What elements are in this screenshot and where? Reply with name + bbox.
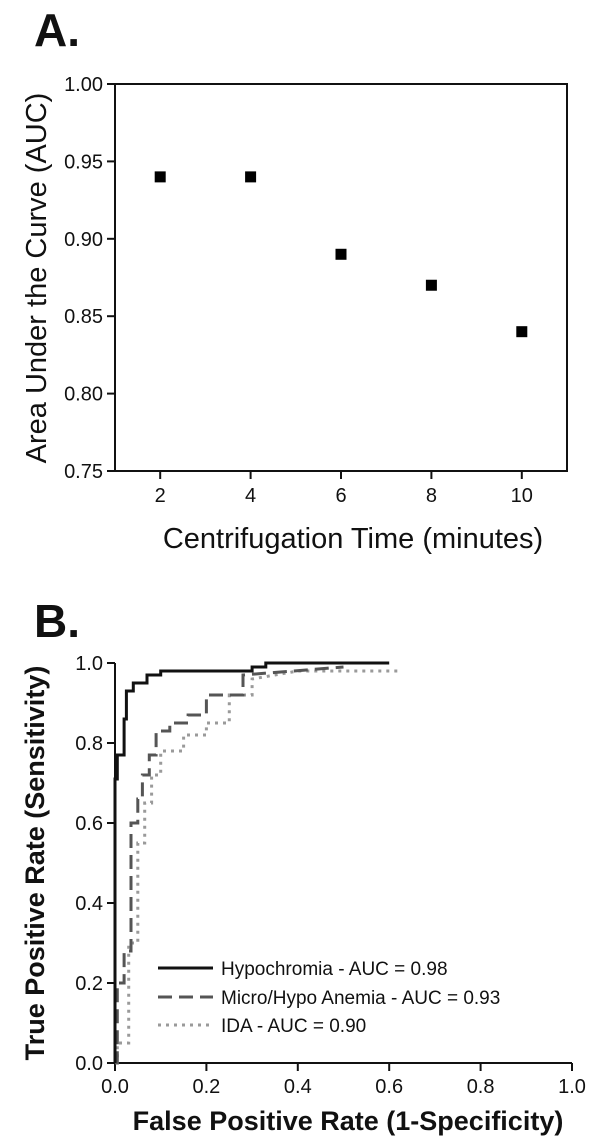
panel-a-x-tick-label: 2 bbox=[155, 485, 166, 507]
panel-a-points bbox=[154, 171, 528, 338]
panel-a-x-tick-label: 4 bbox=[245, 485, 256, 507]
panel-b-label: B. bbox=[34, 595, 80, 647]
panel-a-y-tick-label: 1.00 bbox=[64, 74, 103, 96]
panel-a: A. 0.75 0.80 0.85 0.90 0.95 1.00 2 4 6 8 10 Centr… bbox=[21, 4, 568, 555]
legend-label-ida: IDA - AUC = 0.90 bbox=[221, 1016, 366, 1037]
panel-b-x-tick-label: 1.0 bbox=[558, 1076, 586, 1098]
data-point bbox=[425, 279, 437, 291]
data-point bbox=[335, 248, 347, 260]
panel-b-y-tick-label: 0.2 bbox=[75, 973, 103, 995]
panel-a-y-axis: 0.75 0.80 0.85 0.90 0.95 1.00 bbox=[64, 74, 115, 483]
panel-a-y-tick-label: 0.75 bbox=[64, 461, 103, 483]
panel-b-y-tick-label: 1.0 bbox=[75, 653, 103, 675]
panel-a-x-axis: 2 4 6 8 10 bbox=[155, 471, 533, 507]
panel-a-label: A. bbox=[34, 4, 80, 56]
panel-a-x-tick-label: 10 bbox=[511, 485, 533, 507]
legend-label-micro-hypo-anemia: Micro/Hypo Anemia - AUC = 0.93 bbox=[221, 988, 500, 1009]
panel-a-plot-frame bbox=[114, 83, 568, 472]
panel-b-x-axis: 0.0 0.2 0.4 0.6 0.8 1.0 bbox=[101, 1063, 586, 1098]
panel-b-x-tick-label: 0.8 bbox=[467, 1076, 495, 1098]
data-point bbox=[154, 171, 166, 183]
panel-a-y-axis-title: Area Under the Curve (AUC) bbox=[21, 93, 53, 464]
legend-label-hypochromia: Hypochromia - AUC = 0.98 bbox=[221, 959, 448, 980]
panel-a-y-tick-label: 0.85 bbox=[64, 306, 103, 328]
panel-b-y-tick-label: 0.0 bbox=[75, 1053, 103, 1075]
roc-curve-micro-hypo-anemia bbox=[115, 665, 344, 1065]
panel-a-x-axis-title: Centrifugation Time (minutes) bbox=[163, 523, 543, 555]
data-point bbox=[245, 171, 257, 183]
panel-b-y-tick-label: 0.8 bbox=[75, 733, 103, 755]
roc-curve-hypochromia bbox=[113, 661, 390, 1063]
panel-b-x-tick-label: 0.0 bbox=[101, 1076, 129, 1098]
legend: Hypochromia - AUC = 0.98 Micro/Hypo Anem… bbox=[158, 959, 500, 1037]
panel-a-x-tick-label: 6 bbox=[335, 485, 346, 507]
panel-b-y-tick-label: 0.6 bbox=[75, 813, 103, 835]
panel-b-x-tick-label: 0.2 bbox=[192, 1076, 220, 1098]
panel-b: B. 0.0 0.2 0.4 0.6 0.8 1.0 0.0 0.2 0.4 0.6 0.8 1.0… bbox=[20, 595, 586, 1136]
panel-a-x-tick-label: 8 bbox=[426, 485, 437, 507]
data-point bbox=[516, 326, 528, 338]
panel-b-x-tick-label: 0.4 bbox=[284, 1076, 312, 1098]
panel-b-y-tick-label: 0.4 bbox=[75, 893, 103, 915]
panel-b-x-tick-label: 0.6 bbox=[375, 1076, 403, 1098]
panel-b-curves bbox=[113, 661, 399, 1065]
panel-a-y-tick-label: 0.95 bbox=[64, 151, 103, 173]
panel-a-y-tick-label: 0.80 bbox=[64, 384, 103, 406]
panel-b-x-axis-title: False Positive Rate (1-Specificity) bbox=[133, 1106, 564, 1136]
panel-a-y-tick-label: 0.90 bbox=[64, 229, 103, 251]
panel-b-y-axis: 0.0 0.2 0.4 0.6 0.8 1.0 bbox=[75, 653, 115, 1075]
panel-b-y-axis-title: True Positive Rate (Sensitivity) bbox=[20, 666, 50, 1061]
